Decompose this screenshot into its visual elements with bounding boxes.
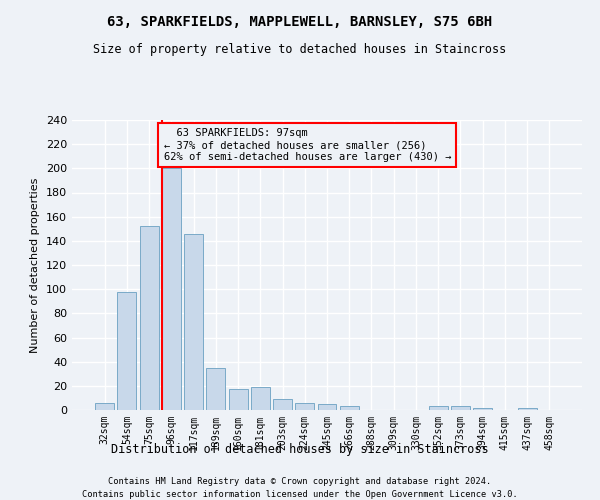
- Text: Contains public sector information licensed under the Open Government Licence v3: Contains public sector information licen…: [82, 490, 518, 499]
- Bar: [518, 408, 536, 410]
- Bar: [295, 403, 314, 410]
- Y-axis label: Number of detached properties: Number of detached properties: [31, 178, 40, 352]
- Text: Size of property relative to detached houses in Staincross: Size of property relative to detached ho…: [94, 42, 506, 56]
- Bar: [206, 368, 225, 410]
- Bar: [273, 399, 292, 410]
- Text: Distribution of detached houses by size in Staincross: Distribution of detached houses by size …: [111, 442, 489, 456]
- Bar: [317, 404, 337, 410]
- Text: 63, SPARKFIELDS, MAPPLEWELL, BARNSLEY, S75 6BH: 63, SPARKFIELDS, MAPPLEWELL, BARNSLEY, S…: [107, 15, 493, 29]
- Bar: [229, 390, 248, 410]
- Bar: [429, 406, 448, 410]
- Bar: [118, 292, 136, 410]
- Bar: [340, 406, 359, 410]
- Text: 63 SPARKFIELDS: 97sqm
← 37% of detached houses are smaller (256)
62% of semi-det: 63 SPARKFIELDS: 97sqm ← 37% of detached …: [164, 128, 451, 162]
- Text: Contains HM Land Registry data © Crown copyright and database right 2024.: Contains HM Land Registry data © Crown c…: [109, 478, 491, 486]
- Bar: [140, 226, 158, 410]
- Bar: [473, 408, 492, 410]
- Bar: [95, 403, 114, 410]
- Bar: [251, 387, 270, 410]
- Bar: [162, 168, 181, 410]
- Bar: [451, 406, 470, 410]
- Bar: [184, 234, 203, 410]
